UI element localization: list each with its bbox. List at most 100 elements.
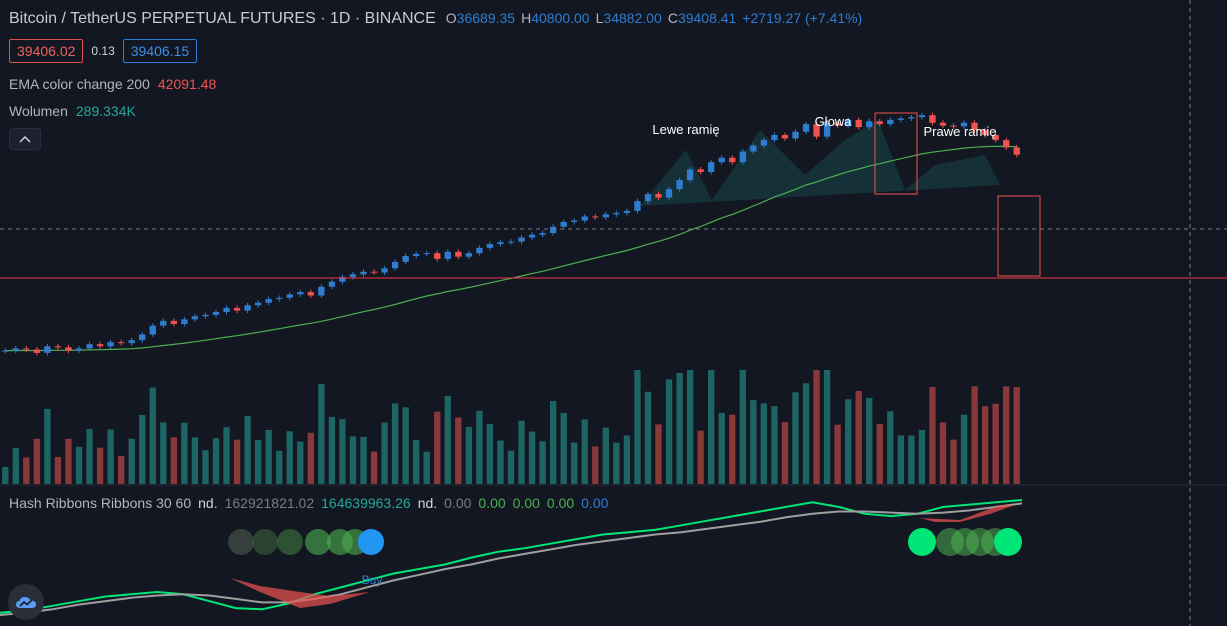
candle-body (402, 255, 409, 262)
candle-body (665, 189, 673, 198)
candle-body (349, 274, 357, 278)
symbol-title[interactable]: Bitcoin / TetherUS PERPETUAL FUTURES · 1… (9, 10, 436, 27)
change-value: +2719.27 (+7.41%) (742, 10, 863, 26)
volume-bar (181, 422, 188, 484)
volume-bar (697, 430, 704, 484)
volume-bar (2, 466, 9, 484)
close-value: 39408.41 (677, 10, 737, 26)
volume-bar (33, 438, 41, 484)
volume-bars (2, 370, 1020, 484)
candle-body (191, 316, 199, 320)
volume-bar (665, 379, 673, 484)
volume-bar (855, 390, 862, 484)
volume-bar (929, 386, 936, 484)
candle-body (634, 201, 641, 211)
hash-ribbons-plot (0, 499, 1023, 616)
collapse-legend-button[interactable] (9, 128, 41, 150)
volume-bar (476, 410, 483, 484)
candle-body (44, 346, 51, 353)
candle-body (802, 124, 810, 132)
candle-body (65, 347, 72, 351)
candle-body (939, 122, 947, 126)
hash-value-4: 0.00 (478, 495, 506, 511)
candle-body (128, 340, 135, 344)
volume-bar (12, 448, 19, 484)
ema-name: EMA color change 200 (9, 76, 150, 92)
hash-value-1: 162921821.02 (224, 495, 315, 511)
high-label: H (521, 10, 532, 26)
candle-body (254, 302, 262, 306)
candle-body (697, 169, 704, 172)
volume-bar (592, 446, 599, 484)
candle-body (708, 162, 715, 172)
candle-body (560, 221, 567, 227)
buy-signal-label: Buy (362, 573, 383, 587)
candle-body (718, 157, 725, 163)
volume-bar (170, 437, 178, 484)
candle-body (981, 130, 989, 135)
volume-bar (887, 411, 894, 484)
volume-bar (876, 424, 883, 484)
volume-bar (908, 435, 915, 484)
volume-bar (413, 440, 420, 484)
capitulation-fill (230, 578, 370, 608)
volume-bar (739, 370, 746, 484)
candle-body (781, 134, 789, 139)
volume-bar (539, 441, 546, 484)
volume-bar (486, 424, 494, 484)
candle-body (518, 237, 525, 242)
close-label: C (667, 10, 678, 26)
tradingview-logo-button[interactable] (8, 584, 44, 620)
volume-bar (676, 372, 683, 484)
candle-body (339, 277, 346, 282)
buy-button[interactable]: 39406.15 (122, 39, 198, 63)
left-shoulder-label: Lewe ramię (652, 122, 719, 137)
volume-bar (23, 457, 30, 484)
candle-body (276, 297, 283, 300)
volume-bar (571, 442, 578, 484)
volume-bar (54, 456, 62, 484)
candle-body (170, 320, 178, 325)
volume-bar (276, 450, 283, 484)
candle-body (465, 253, 473, 257)
candle-body (581, 216, 588, 221)
highlight-boxes (874, 112, 1041, 277)
ema-indicator-legend[interactable]: EMA color change 200 42091.48 (9, 76, 216, 92)
candle-body (223, 307, 230, 312)
volume-indicator-legend[interactable]: Wolumen 289.334K (9, 103, 136, 119)
volume-bar (686, 370, 694, 484)
candle-body (549, 226, 557, 234)
volume-bar (444, 395, 451, 484)
hash-value-6: 0.00 (546, 495, 575, 511)
symbol-header: Bitcoin / TetherUS PERPETUAL FUTURES · 1… (9, 10, 862, 28)
candle-body (423, 253, 430, 255)
candle-body (149, 325, 156, 335)
volume-bar (844, 399, 852, 484)
volume-bar (391, 403, 399, 484)
volume-bar (455, 417, 462, 484)
volume-bar (866, 397, 873, 484)
volume-bar (497, 440, 504, 484)
candle-body (212, 311, 220, 315)
candle-body (739, 151, 746, 163)
candle-body (307, 292, 314, 296)
candle-body (244, 305, 251, 311)
volume-bar (465, 426, 473, 484)
volume-bar (549, 401, 557, 484)
candle-body (118, 342, 125, 344)
signal-dot (358, 529, 384, 555)
candle-body (86, 344, 93, 349)
volume-bar (897, 435, 904, 484)
candle-body (771, 134, 778, 141)
hash-ribbons-legend[interactable]: Hash Ribbons Ribbons 30 60 nd. 162921821… (9, 495, 608, 511)
breakdown-highlight-box (997, 195, 1041, 277)
candle-body (391, 261, 399, 269)
candle-body (160, 320, 167, 326)
sell-button[interactable]: 39406.02 (9, 39, 84, 63)
candle-body (181, 319, 188, 325)
candle-body (571, 220, 578, 222)
volume-bar (139, 414, 146, 484)
hash-nd-label-2: nd. (417, 495, 438, 511)
volume-bar (191, 437, 199, 484)
